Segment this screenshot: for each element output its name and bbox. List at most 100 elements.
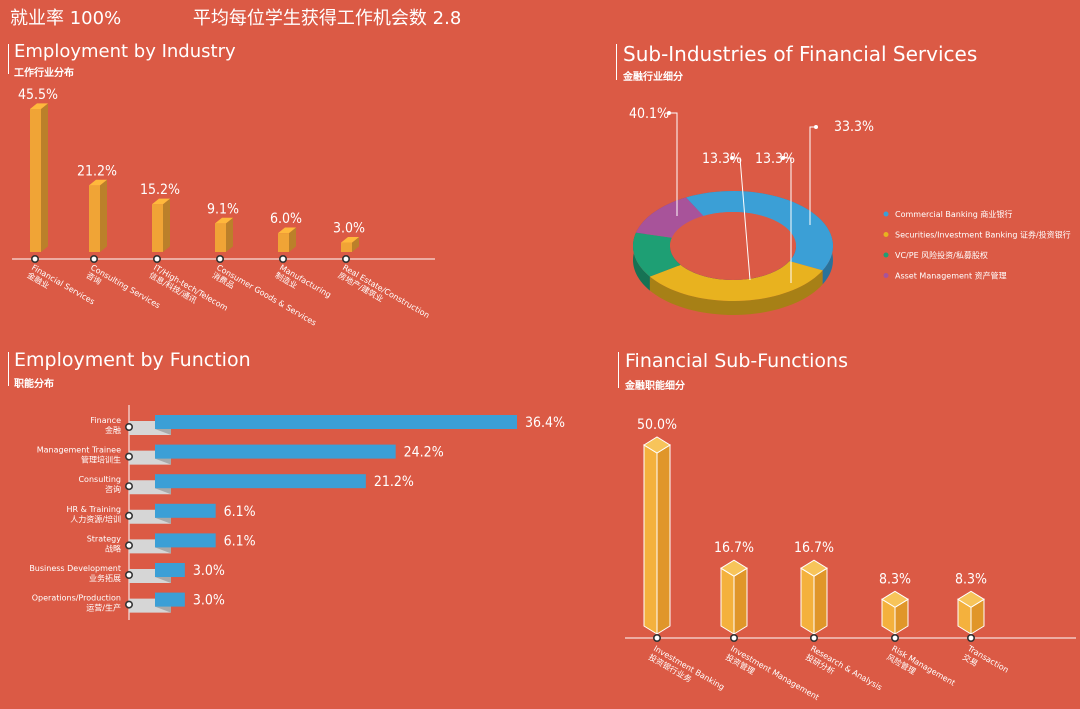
axis-dot <box>278 255 287 264</box>
donut-slice <box>633 232 681 277</box>
avg-offers: 平均每位学生获得工作机会数 2.8 <box>192 8 462 29</box>
bar-3 <box>215 217 233 252</box>
bar-3 <box>881 590 909 635</box>
bar-5 <box>341 236 359 252</box>
bar-1 <box>720 559 748 635</box>
axis-dot <box>125 600 134 609</box>
data-label: 33.3% <box>834 119 874 135</box>
category-label-cn: 战略 <box>105 543 121 553</box>
category-label-en: Strategy <box>87 534 122 543</box>
bar-top <box>152 198 170 205</box>
donut-slice <box>636 197 704 238</box>
section-bar <box>616 44 617 80</box>
bar-0 <box>30 103 48 253</box>
donut-side <box>649 270 823 315</box>
bar-front <box>152 204 163 252</box>
bar <box>155 563 185 577</box>
bar-side <box>163 198 170 252</box>
bar-front <box>278 233 289 252</box>
data-label: 6.1% <box>224 533 256 549</box>
bar-side <box>226 217 233 252</box>
bar <box>155 592 185 607</box>
axis-dot <box>125 422 134 431</box>
axis-dot <box>125 511 134 520</box>
data-label: 3.0% <box>333 221 365 237</box>
legend-entry: Securities/Investment Banking 证券/投资银行 <box>895 230 1071 240</box>
data-label: 40.1% <box>629 106 669 122</box>
axis-dot <box>809 633 818 642</box>
bar-right <box>656 444 671 635</box>
bar-1 <box>89 179 107 252</box>
category-label-en: Management Trainee <box>37 446 121 455</box>
legend-swatch <box>883 232 889 237</box>
category-label-cn: 业务拓展 <box>89 573 121 583</box>
leader-line <box>669 112 678 216</box>
donut-side <box>633 232 650 291</box>
donut-slice <box>649 261 823 301</box>
legend-swatch <box>883 273 889 278</box>
financial-subtitle: 金融行业细分 <box>623 72 683 83</box>
legend-swatch <box>883 252 889 258</box>
category-label-cn: 人力资源/培训 <box>70 514 121 524</box>
bar-front <box>341 242 352 252</box>
axis-dot <box>30 255 39 264</box>
employment-rate: 就业率 100% <box>10 8 122 29</box>
data-label: 16.7% <box>794 540 834 556</box>
function-title: Employment by Function <box>14 349 251 371</box>
axis-dot <box>125 570 134 579</box>
data-label: 3.0% <box>193 593 225 609</box>
axis-dot <box>90 255 99 264</box>
section-bar <box>8 352 9 386</box>
category-label-cn: 金融 <box>105 425 121 435</box>
axis-dot <box>153 255 162 264</box>
data-label: 3.0% <box>193 563 225 579</box>
bar-top <box>720 559 748 577</box>
category-label-en: Business Development <box>29 564 121 573</box>
bar <box>155 444 396 459</box>
data-label: 8.3% <box>955 571 987 587</box>
data-label: 15.2% <box>140 182 180 198</box>
bar-top <box>215 217 233 224</box>
bar-front <box>89 185 100 252</box>
category-label-cn: 管理培训生 <box>81 455 121 465</box>
bar <box>155 474 366 489</box>
category-label-cn: 运营/生产 <box>86 603 121 613</box>
donut-hole <box>670 212 796 280</box>
bar-left <box>720 567 735 635</box>
section-bar <box>618 352 619 388</box>
axis-dot <box>652 633 661 642</box>
bar-front <box>30 109 41 252</box>
bar-top <box>278 227 296 234</box>
bar-top <box>643 436 671 454</box>
bar-side <box>289 227 296 252</box>
category-label-cn: 咨询 <box>105 484 121 494</box>
industry-title: Employment by Industry <box>14 41 236 62</box>
legend-swatch <box>883 211 889 217</box>
legend-entry: Commercial Banking 商业银行 <box>895 209 1012 219</box>
bar-4 <box>278 227 296 252</box>
leader-dot <box>814 125 818 129</box>
industry-subtitle: 工作行业分布 <box>14 68 74 79</box>
data-label: 21.2% <box>374 474 414 490</box>
data-label: 45.5% <box>18 87 58 103</box>
axis-dot <box>216 255 225 264</box>
data-label: 50.0% <box>637 417 677 433</box>
axis-dot <box>729 633 738 642</box>
data-label: 13.3% <box>755 151 795 167</box>
data-label: 36.4% <box>525 415 565 431</box>
data-label: 6.0% <box>270 211 302 227</box>
leader-dot <box>730 156 734 160</box>
bar-4 <box>957 590 985 635</box>
legend-entry: Asset Management 资产管理 <box>895 271 1007 281</box>
bar-top <box>30 103 48 109</box>
axis-dot <box>966 633 975 642</box>
leader-dot <box>667 111 671 115</box>
data-label: 6.1% <box>224 504 256 520</box>
category-label-en: Finance <box>90 416 121 425</box>
